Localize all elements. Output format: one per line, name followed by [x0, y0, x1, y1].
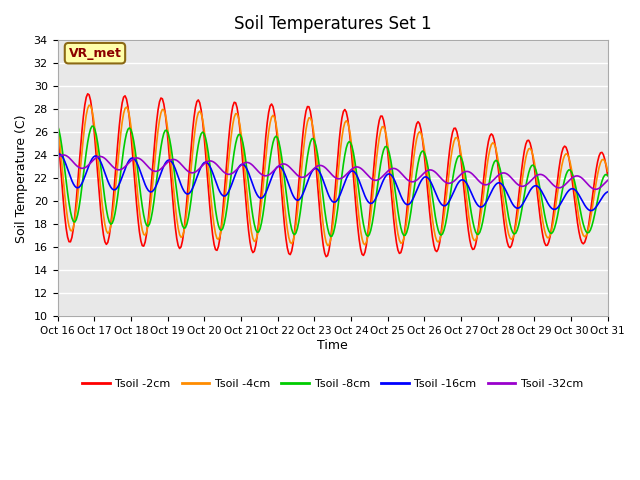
- Y-axis label: Soil Temperature (C): Soil Temperature (C): [15, 114, 28, 242]
- Text: VR_met: VR_met: [68, 47, 122, 60]
- Legend: Tsoil -2cm, Tsoil -4cm, Tsoil -8cm, Tsoil -16cm, Tsoil -32cm: Tsoil -2cm, Tsoil -4cm, Tsoil -8cm, Tsoi…: [77, 375, 588, 394]
- X-axis label: Time: Time: [317, 339, 348, 352]
- Title: Soil Temperatures Set 1: Soil Temperatures Set 1: [234, 15, 431, 33]
